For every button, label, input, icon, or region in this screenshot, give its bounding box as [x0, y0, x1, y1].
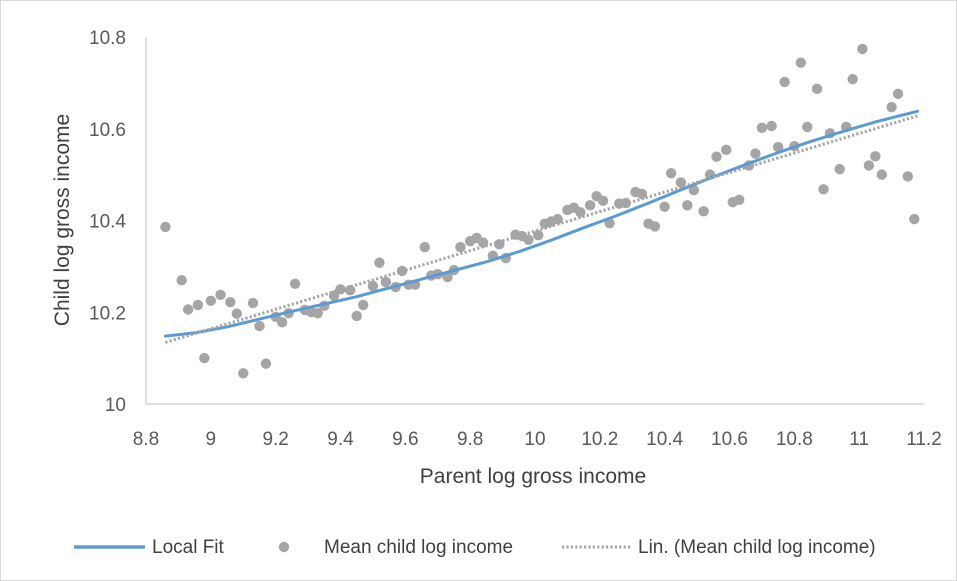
scatter-point: [176, 274, 187, 286]
legend-item-linear-trend: Lin. (Mean child log income): [562, 537, 876, 558]
scatter-point: [811, 83, 823, 95]
scatter-point: [494, 239, 505, 250]
scatter-point: [756, 122, 768, 134]
scatter-point: [734, 194, 745, 206]
scatter-point: [847, 74, 858, 85]
scatter-point: [863, 160, 875, 171]
scatter-point: [795, 57, 807, 68]
scatter-point: [649, 221, 661, 232]
scatter-point: [205, 295, 217, 306]
x-tick-label: 8.8: [133, 429, 159, 450]
scatter-point: [772, 141, 784, 153]
scatter-point: [834, 163, 845, 175]
scatter-point: [584, 200, 596, 211]
scatter-point: [335, 284, 346, 295]
scatter-point: [357, 299, 369, 311]
scatter-point: [750, 148, 761, 159]
x-tick-label: 10.2: [581, 429, 618, 450]
scatter-point: [857, 43, 868, 55]
linear-trend-line: [164, 114, 918, 344]
scatter-point: [902, 171, 913, 182]
scatter-point: [160, 221, 171, 233]
scatter-point: [659, 201, 670, 212]
x-tick-label: 10.8: [776, 429, 813, 450]
y-tick-label: 10.8: [89, 28, 126, 49]
x-tick-label: 9.6: [392, 429, 418, 450]
x-tick-labels: 8.8 9 9.2 9.4 9.6 9.8 10 10.2 10.4 10.6 10.8 11 11.2: [133, 429, 942, 450]
scatter-point: [523, 234, 534, 245]
x-tick-label: 11.2: [906, 429, 942, 450]
legend-linear-trend-label: Lin. (Mean child log income): [638, 537, 876, 558]
scatter-point: [247, 297, 259, 309]
scatter-point: [374, 257, 385, 268]
x-tick-label: 11: [849, 429, 869, 450]
scatter-point: [721, 144, 732, 156]
scatter-point: [688, 185, 700, 196]
scatter-point: [779, 76, 790, 88]
scatter-point: [192, 299, 204, 311]
scatter-point: [870, 151, 881, 162]
scatter-point: [665, 168, 677, 179]
x-tick-label: 10: [524, 429, 545, 450]
scatter-point: [312, 307, 324, 319]
scatter-point: [182, 304, 194, 315]
x-tick-label: 9.8: [457, 429, 483, 450]
y-tick-label: 10.4: [89, 212, 126, 233]
legend-mean-child-label: Mean child log income: [324, 537, 513, 558]
legend-local-fit-label: Local Fit: [152, 537, 225, 558]
scatter-point: [231, 308, 242, 319]
plot-area: [160, 43, 920, 379]
legend-item-local-fit: Local Fit: [74, 537, 225, 558]
scatter-point: [636, 188, 648, 200]
scatter-point: [455, 241, 466, 253]
scatter-point: [238, 368, 249, 379]
scatter-point: [802, 121, 813, 133]
scatter-point: [766, 120, 777, 132]
scatter-point: [419, 241, 430, 253]
scatter-point: [552, 213, 563, 225]
scatter-point: [597, 195, 609, 206]
scatter-point: [818, 184, 829, 195]
local-fit-line: [163, 109, 919, 338]
legend: Local Fit Mean child log income Lin. (Me…: [74, 537, 876, 558]
scatter-point: [892, 88, 904, 100]
scatter-point: [909, 213, 920, 225]
scatter-point: [351, 310, 362, 322]
scatter-point: [698, 206, 709, 217]
scatter-point: [254, 320, 265, 332]
scatter-point: [225, 296, 236, 308]
scatter-point: [876, 169, 888, 180]
scatter-point: [575, 207, 586, 218]
scatter-point: [199, 352, 210, 364]
scatter-point: [380, 276, 392, 288]
scatter-point: [289, 278, 301, 290]
x-tick-label: 9: [206, 429, 217, 450]
y-tick-label: 10: [105, 395, 126, 416]
scatter-point: [276, 317, 288, 328]
y-tick-labels: 10 10.2 10.4 10.6 10.8: [89, 28, 126, 416]
x-tick-label: 10.4: [646, 429, 683, 450]
scatter-point: [711, 151, 722, 162]
y-tick-label: 10.2: [89, 303, 126, 324]
scatter-point: [682, 200, 693, 211]
x-tick-label: 9.4: [327, 429, 354, 450]
y-axis-title: Child log gross income: [51, 114, 74, 326]
x-tick-label: 9.2: [262, 429, 288, 450]
scatter-point: [367, 280, 379, 292]
y-tick-label: 10.6: [89, 120, 126, 141]
x-tick-label: 10.6: [711, 429, 748, 450]
legend-mean-child-marker: [278, 541, 290, 553]
axes: [145, 37, 924, 405]
scatter-point: [533, 229, 544, 241]
legend-item-mean-child: Mean child log income: [278, 537, 513, 558]
scatter-point: [215, 289, 226, 301]
scatter-point: [260, 358, 272, 369]
scatter-point: [886, 101, 897, 113]
x-axis-title: Parent log gross income: [420, 465, 646, 488]
